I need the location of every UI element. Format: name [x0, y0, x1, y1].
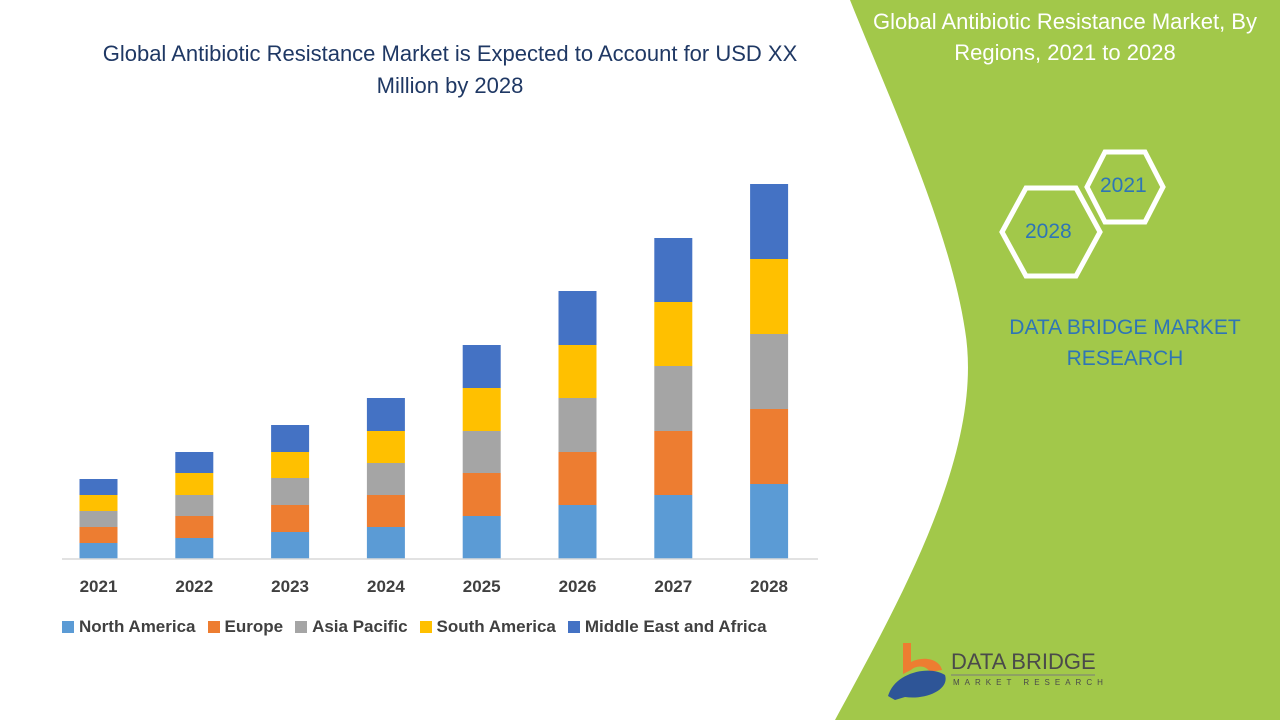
legend: North America Europe Asia Pacific South … — [62, 617, 767, 637]
legend-label: Europe — [224, 617, 284, 636]
legend-swatch — [295, 621, 308, 633]
legend-item-europe: Europe — [207, 617, 284, 637]
chart-title: Global Antibiotic Resistance Market is E… — [102, 41, 798, 98]
bar-segment-2028-north-america — [750, 484, 789, 559]
bar-segment-2028-south-america — [750, 259, 789, 334]
bar-segment-2026-south-america — [558, 345, 597, 398]
bar-segment-2023-middle-east-and-africa — [271, 425, 310, 452]
bar-segment-2028-asia-pacific — [750, 334, 789, 409]
bar-segment-2026-north-america — [558, 505, 597, 559]
bar-segment-2026-asia-pacific — [558, 398, 597, 452]
bar-segment-2026-europe — [558, 452, 597, 505]
bar-segment-2024-middle-east-and-africa — [366, 398, 405, 431]
legend-swatch — [419, 621, 432, 633]
legend-item-north-america: North America — [62, 617, 196, 637]
legend-label: Middle East and Africa — [584, 617, 767, 636]
bar-segment-2021-south-america — [79, 495, 118, 511]
x-tick-label: 2025 — [463, 577, 501, 596]
x-tick-label: 2027 — [654, 577, 692, 596]
x-tick-label: 2021 — [80, 577, 118, 596]
x-tick-label: 2023 — [271, 577, 309, 596]
bar-segment-2026-middle-east-and-africa — [558, 291, 597, 345]
legend-item-asia-pacific: Asia Pacific — [295, 617, 408, 637]
x-tick-label: 2022 — [175, 577, 213, 596]
bar-segment-2024-north-america — [366, 527, 405, 559]
bar-segment-2023-asia-pacific — [271, 478, 310, 505]
stacked-bar-chart — [79, 184, 789, 559]
legend-swatch — [567, 621, 580, 633]
x-tick-labels: 2021 2022 2023 2024 2025 2026 2027 2028 — [80, 577, 788, 596]
logo-subtext: MARKET RESEARCH — [953, 678, 1108, 687]
bar-segment-2025-south-america — [462, 388, 501, 431]
bar-segment-2028-europe — [750, 409, 789, 484]
bar-segment-2027-europe — [654, 431, 693, 495]
bar-segment-2021-europe — [79, 527, 118, 543]
hexagon-2021-icon — [1084, 149, 1166, 225]
bar-segment-2024-south-america — [366, 431, 405, 463]
bar-segment-2025-asia-pacific — [462, 431, 501, 473]
logo-text: DATA BRIDGE — [951, 649, 1096, 674]
bar-segment-2027-south-america — [654, 302, 693, 366]
legend-item-south-america: South America — [419, 617, 556, 637]
bar-segment-2021-middle-east-and-africa — [79, 479, 118, 495]
bar-segment-2027-asia-pacific — [654, 366, 693, 431]
brand-text: DATA BRIDGE MARKET RESEARCH — [1009, 316, 1241, 370]
bar-segment-2025-europe — [462, 473, 501, 516]
bar-segment-2021-north-america — [79, 543, 118, 559]
legend-label: North America — [79, 617, 196, 636]
x-tick-label: 2028 — [750, 577, 788, 596]
x-tick-label: 2026 — [559, 577, 597, 596]
hex-label-2028: 2028 — [1025, 220, 1072, 243]
bar-segment-2022-north-america — [175, 538, 214, 559]
hex-label-2021: 2021 — [1100, 174, 1147, 197]
legend-swatch — [207, 621, 220, 633]
bar-segment-2022-europe — [175, 516, 214, 538]
legend-label: Asia Pacific — [312, 617, 408, 636]
bar-segment-2028-middle-east-and-africa — [750, 184, 789, 259]
bar-segment-2021-asia-pacific — [79, 511, 118, 527]
legend-swatch — [62, 621, 74, 633]
side-panel — [835, 0, 1280, 720]
bar-segment-2023-south-america — [271, 452, 310, 478]
bar-segment-2023-europe — [271, 505, 310, 532]
bar-segment-2027-north-america — [654, 495, 693, 559]
bar-segment-2022-middle-east-and-africa — [175, 452, 214, 473]
bar-segment-2025-north-america — [462, 516, 501, 559]
x-tick-label: 2024 — [367, 577, 405, 596]
bar-segment-2027-middle-east-and-africa — [654, 238, 693, 302]
logo-icon — [888, 643, 946, 700]
legend-label: South America — [436, 617, 556, 636]
bar-segment-2023-north-america — [271, 532, 310, 559]
bar-segment-2024-europe — [366, 495, 405, 527]
bar-segment-2025-middle-east-and-africa — [462, 345, 501, 388]
bar-segment-2022-asia-pacific — [175, 495, 214, 516]
bar-segment-2024-asia-pacific — [366, 463, 405, 495]
side-panel-title: Global Antibiotic Resistance Market, By … — [873, 9, 1257, 65]
legend-item-middle-east-africa: Middle East and Africa — [567, 617, 767, 637]
hexagon-2028-icon — [999, 185, 1103, 279]
bar-segment-2022-south-america — [175, 473, 214, 495]
